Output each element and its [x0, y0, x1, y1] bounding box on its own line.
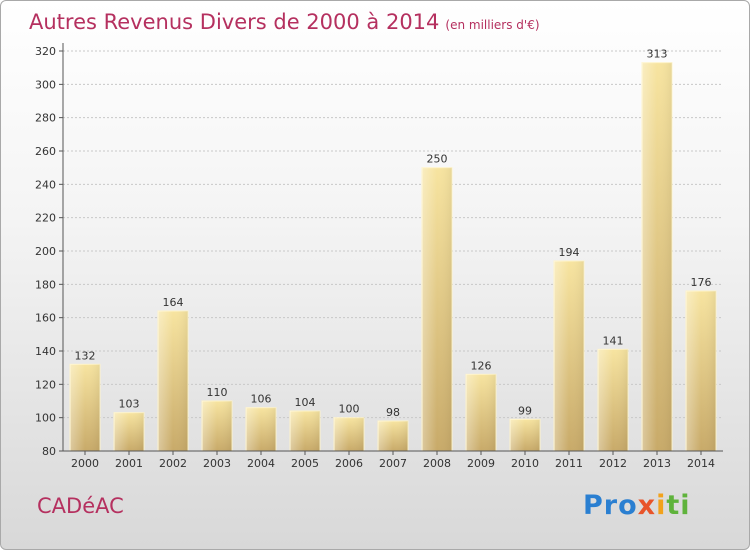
ytick-label-220: 220 — [35, 212, 56, 225]
value-label-2012: 141 — [603, 334, 624, 347]
value-label-2014: 176 — [691, 276, 712, 289]
chart-title-main: Autres Revenus Divers de 2000 à 2014 — [29, 10, 440, 34]
chart-title: Autres Revenus Divers de 2000 à 2014 (en … — [29, 10, 540, 34]
bar-shade-2012 — [598, 349, 628, 451]
xtick-label-2005: 2005 — [291, 457, 319, 470]
ytick-label-320: 320 — [35, 45, 56, 58]
value-label-2011: 194 — [559, 246, 580, 259]
xtick-label-2013: 2013 — [643, 457, 671, 470]
bar-shade-2007 — [378, 421, 408, 451]
xtick-label-2010: 2010 — [511, 457, 539, 470]
bar-shade-2009 — [466, 374, 496, 451]
bar-shade-2003 — [202, 401, 232, 451]
bar-shade-2004 — [246, 407, 276, 451]
value-label-2007: 98 — [386, 406, 400, 419]
commune-name: CADéAC — [37, 494, 124, 518]
bar-shade-2000 — [70, 364, 100, 451]
bar-shade-2001 — [114, 412, 144, 451]
bar-shade-2006 — [334, 417, 364, 451]
proxiti-logo: Proxiti — [583, 490, 691, 521]
ytick-label-260: 260 — [35, 145, 56, 158]
xtick-label-2006: 2006 — [335, 457, 363, 470]
xtick-label-2002: 2002 — [159, 457, 187, 470]
value-label-2001: 103 — [119, 398, 140, 411]
value-label-2013: 313 — [647, 48, 668, 61]
xtick-label-2004: 2004 — [247, 457, 275, 470]
value-label-2000: 132 — [75, 349, 96, 362]
bar-shade-2002 — [158, 311, 188, 451]
value-label-2008: 250 — [427, 153, 448, 166]
bar-shade-2010 — [510, 419, 540, 451]
ytick-label-280: 280 — [35, 112, 56, 125]
ytick-label-140: 140 — [35, 345, 56, 358]
ytick-label-300: 300 — [35, 78, 56, 91]
xtick-label-2000: 2000 — [71, 457, 99, 470]
value-label-2003: 110 — [207, 386, 228, 399]
xtick-label-2007: 2007 — [379, 457, 407, 470]
value-label-2005: 104 — [295, 396, 316, 409]
ytick-label-240: 240 — [35, 178, 56, 191]
ytick-label-100: 100 — [35, 412, 56, 425]
bars: 132 103 164 110 106 104 100 98 250 126 99 194 141 313… — [69, 48, 717, 452]
ytick-label-200: 200 — [35, 245, 56, 258]
value-label-2004: 106 — [251, 393, 272, 406]
bar-shade-2014 — [686, 291, 716, 451]
value-label-2006: 100 — [339, 403, 360, 416]
xtick-label-2009: 2009 — [467, 457, 495, 470]
xtick-label-2001: 2001 — [115, 457, 143, 470]
bar-shade-2008 — [422, 167, 452, 451]
bar-shade-2005 — [290, 411, 320, 451]
value-label-2009: 126 — [471, 359, 492, 372]
xtick-label-2003: 2003 — [203, 457, 231, 470]
bar-shade-2011 — [554, 261, 584, 451]
ytick-label-120: 120 — [35, 378, 56, 391]
xtick-label-2011: 2011 — [555, 457, 583, 470]
xtick-label-2012: 2012 — [599, 457, 627, 470]
bar-shade-2013 — [642, 62, 672, 452]
ytick-label-160: 160 — [35, 312, 56, 325]
ytick-label-180: 180 — [35, 278, 56, 291]
value-label-2002: 164 — [163, 296, 184, 309]
value-label-2010: 99 — [518, 404, 532, 417]
axes: 80 100 120 140 160 180 200 220 240 260 280 300 320 20… — [35, 43, 723, 470]
xtick-label-2014: 2014 — [687, 457, 715, 470]
chart-title-unit: (en milliers d'€) — [445, 18, 540, 32]
xtick-label-2008: 2008 — [423, 457, 451, 470]
ytick-label-80: 80 — [42, 445, 56, 458]
